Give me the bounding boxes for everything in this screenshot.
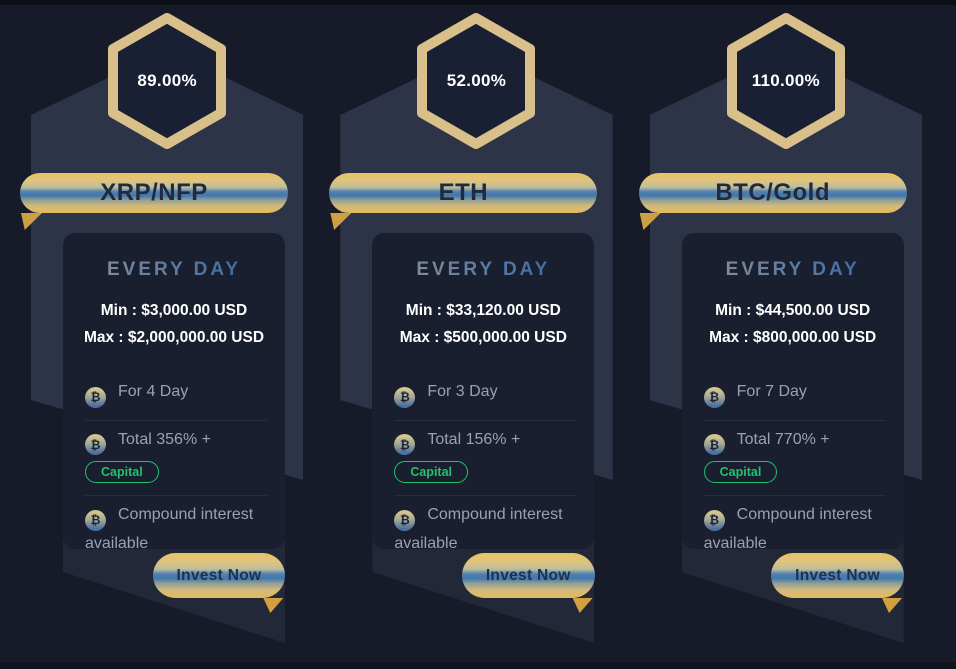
divider xyxy=(394,419,577,421)
feature-item: ₿ Compound interest available xyxy=(390,496,576,569)
plan-details-panel: EVERY DAY Min : $3,000.00 USD Max : $2,0… xyxy=(63,233,285,552)
min-limit: Min : $3,000.00 USD xyxy=(100,302,248,319)
bitcoin-icon: ₿ xyxy=(85,509,106,531)
capital-badge: Capital xyxy=(703,461,778,483)
invest-now-button[interactable]: Invest Now xyxy=(461,553,595,598)
plan-card-eth: 52.00% ETH EVERY DAY Min : $33,120.00 US… xyxy=(329,5,613,662)
rate-label: 52.00% xyxy=(446,71,507,90)
plan-name-pill: XRP/NFP xyxy=(20,173,288,213)
max-limit: Max : $800,000.00 USD xyxy=(709,329,877,346)
plan-details-panel: EVERY DAY Min : $44,500.00 USD Max : $80… xyxy=(681,233,904,552)
divider xyxy=(85,419,267,421)
feature-item: ₿ Total 356% + Capital xyxy=(81,421,267,496)
hexagon-icon xyxy=(108,13,227,149)
invest-now-button[interactable]: Invest Now xyxy=(152,553,286,598)
feature-list: ₿ For 7 Day ₿ Total 770% + Capital ₿ Compou… xyxy=(700,373,886,569)
min-limit: Min : $44,500.00 USD xyxy=(715,302,871,319)
top-edge-strip xyxy=(0,0,956,5)
plan-details-panel: EVERY DAY Min : $33,120.00 USD Max : $50… xyxy=(372,233,595,552)
feature-label: For 3 Day xyxy=(427,383,498,400)
feature-item: ₿ Compound interest available xyxy=(700,496,886,569)
capital-badge: Capital xyxy=(85,461,159,483)
divider xyxy=(394,495,577,496)
limits: Min : $33,120.00 USD Max : $500,000.00 U… xyxy=(390,297,576,351)
feature-item: ₿ For 4 Day xyxy=(81,373,267,420)
feature-list: ₿ For 3 Day ₿ Total 156% + Capital ₿ Compou… xyxy=(390,373,577,569)
feature-label: Compound interest available xyxy=(394,506,563,552)
divider xyxy=(703,495,886,496)
divider xyxy=(85,495,267,496)
bitcoin-icon: ₿ xyxy=(85,386,106,408)
limits: Min : $3,000.00 USD Max : $2,000,000.00 … xyxy=(81,297,267,351)
plans-section: 89.00% XRP/NFP EVERY DAY Min : $3,000.00… xyxy=(20,5,922,662)
feature-item: ₿ Compound interest available xyxy=(81,496,267,569)
hexagon-icon xyxy=(417,13,536,149)
feature-label: Compound interest available xyxy=(85,506,254,552)
feature-label: Total 156% + xyxy=(427,430,521,448)
plan-name-pill: BTC/Gold xyxy=(638,173,907,213)
plan-name-label: ETH xyxy=(438,179,489,206)
plan-name-label: BTC/Gold xyxy=(715,179,830,206)
rate-hexagon-badge: 110.00% xyxy=(726,12,846,150)
feature-label: Total 356% + xyxy=(118,430,211,448)
feature-item: ₿ For 7 Day xyxy=(700,373,886,420)
schedule-label: EVERY DAY xyxy=(390,259,576,281)
feature-item: ₿ Total 770% + Capital xyxy=(700,421,886,496)
bitcoin-icon: ₿ xyxy=(85,434,106,455)
rate-label: 110.00% xyxy=(751,71,820,90)
bitcoin-icon: ₿ xyxy=(394,386,416,408)
plan-name-pill: ETH xyxy=(329,173,598,213)
bitcoin-icon: ₿ xyxy=(394,434,416,455)
schedule-label: EVERY DAY xyxy=(700,259,886,281)
rate-label: 89.00% xyxy=(137,71,197,90)
bitcoin-icon: ₿ xyxy=(703,386,725,408)
feature-label: For 7 Day xyxy=(736,383,807,400)
feature-label: For 4 Day xyxy=(118,383,189,400)
feature-list: ₿ For 4 Day ₿ Total 356% + Capital ₿ Compou… xyxy=(81,373,267,569)
bottom-edge-strip xyxy=(0,662,956,669)
schedule-label: EVERY DAY xyxy=(81,259,267,281)
feature-item: ₿ Total 156% + Capital xyxy=(390,421,576,496)
hexagon-icon xyxy=(726,13,845,149)
capital-badge: Capital xyxy=(394,461,469,483)
limits: Min : $44,500.00 USD Max : $800,000.00 U… xyxy=(700,297,886,351)
max-limit: Max : $2,000,000.00 USD xyxy=(83,329,265,346)
divider xyxy=(703,419,886,421)
bitcoin-icon: ₿ xyxy=(703,434,725,455)
plan-card-xrp-nfp: 89.00% XRP/NFP EVERY DAY Min : $3,000.00… xyxy=(20,5,304,662)
feature-item: ₿ For 3 Day xyxy=(390,373,576,420)
feature-label: Compound interest available xyxy=(703,506,872,552)
plan-card-btc-gold: 110.00% BTC/Gold EVERY DAY Min : $44,500… xyxy=(638,5,922,662)
min-limit: Min : $33,120.00 USD xyxy=(405,302,561,319)
bitcoin-icon: ₿ xyxy=(703,509,725,531)
bitcoin-icon: ₿ xyxy=(394,509,416,531)
invest-now-button[interactable]: Invest Now xyxy=(771,553,904,598)
rate-hexagon-badge: 52.00% xyxy=(416,12,536,150)
rate-hexagon-badge: 89.00% xyxy=(107,12,227,150)
max-limit: Max : $500,000.00 USD xyxy=(399,329,567,346)
feature-label: Total 770% + xyxy=(736,430,830,448)
plan-name-label: XRP/NFP xyxy=(100,179,208,206)
